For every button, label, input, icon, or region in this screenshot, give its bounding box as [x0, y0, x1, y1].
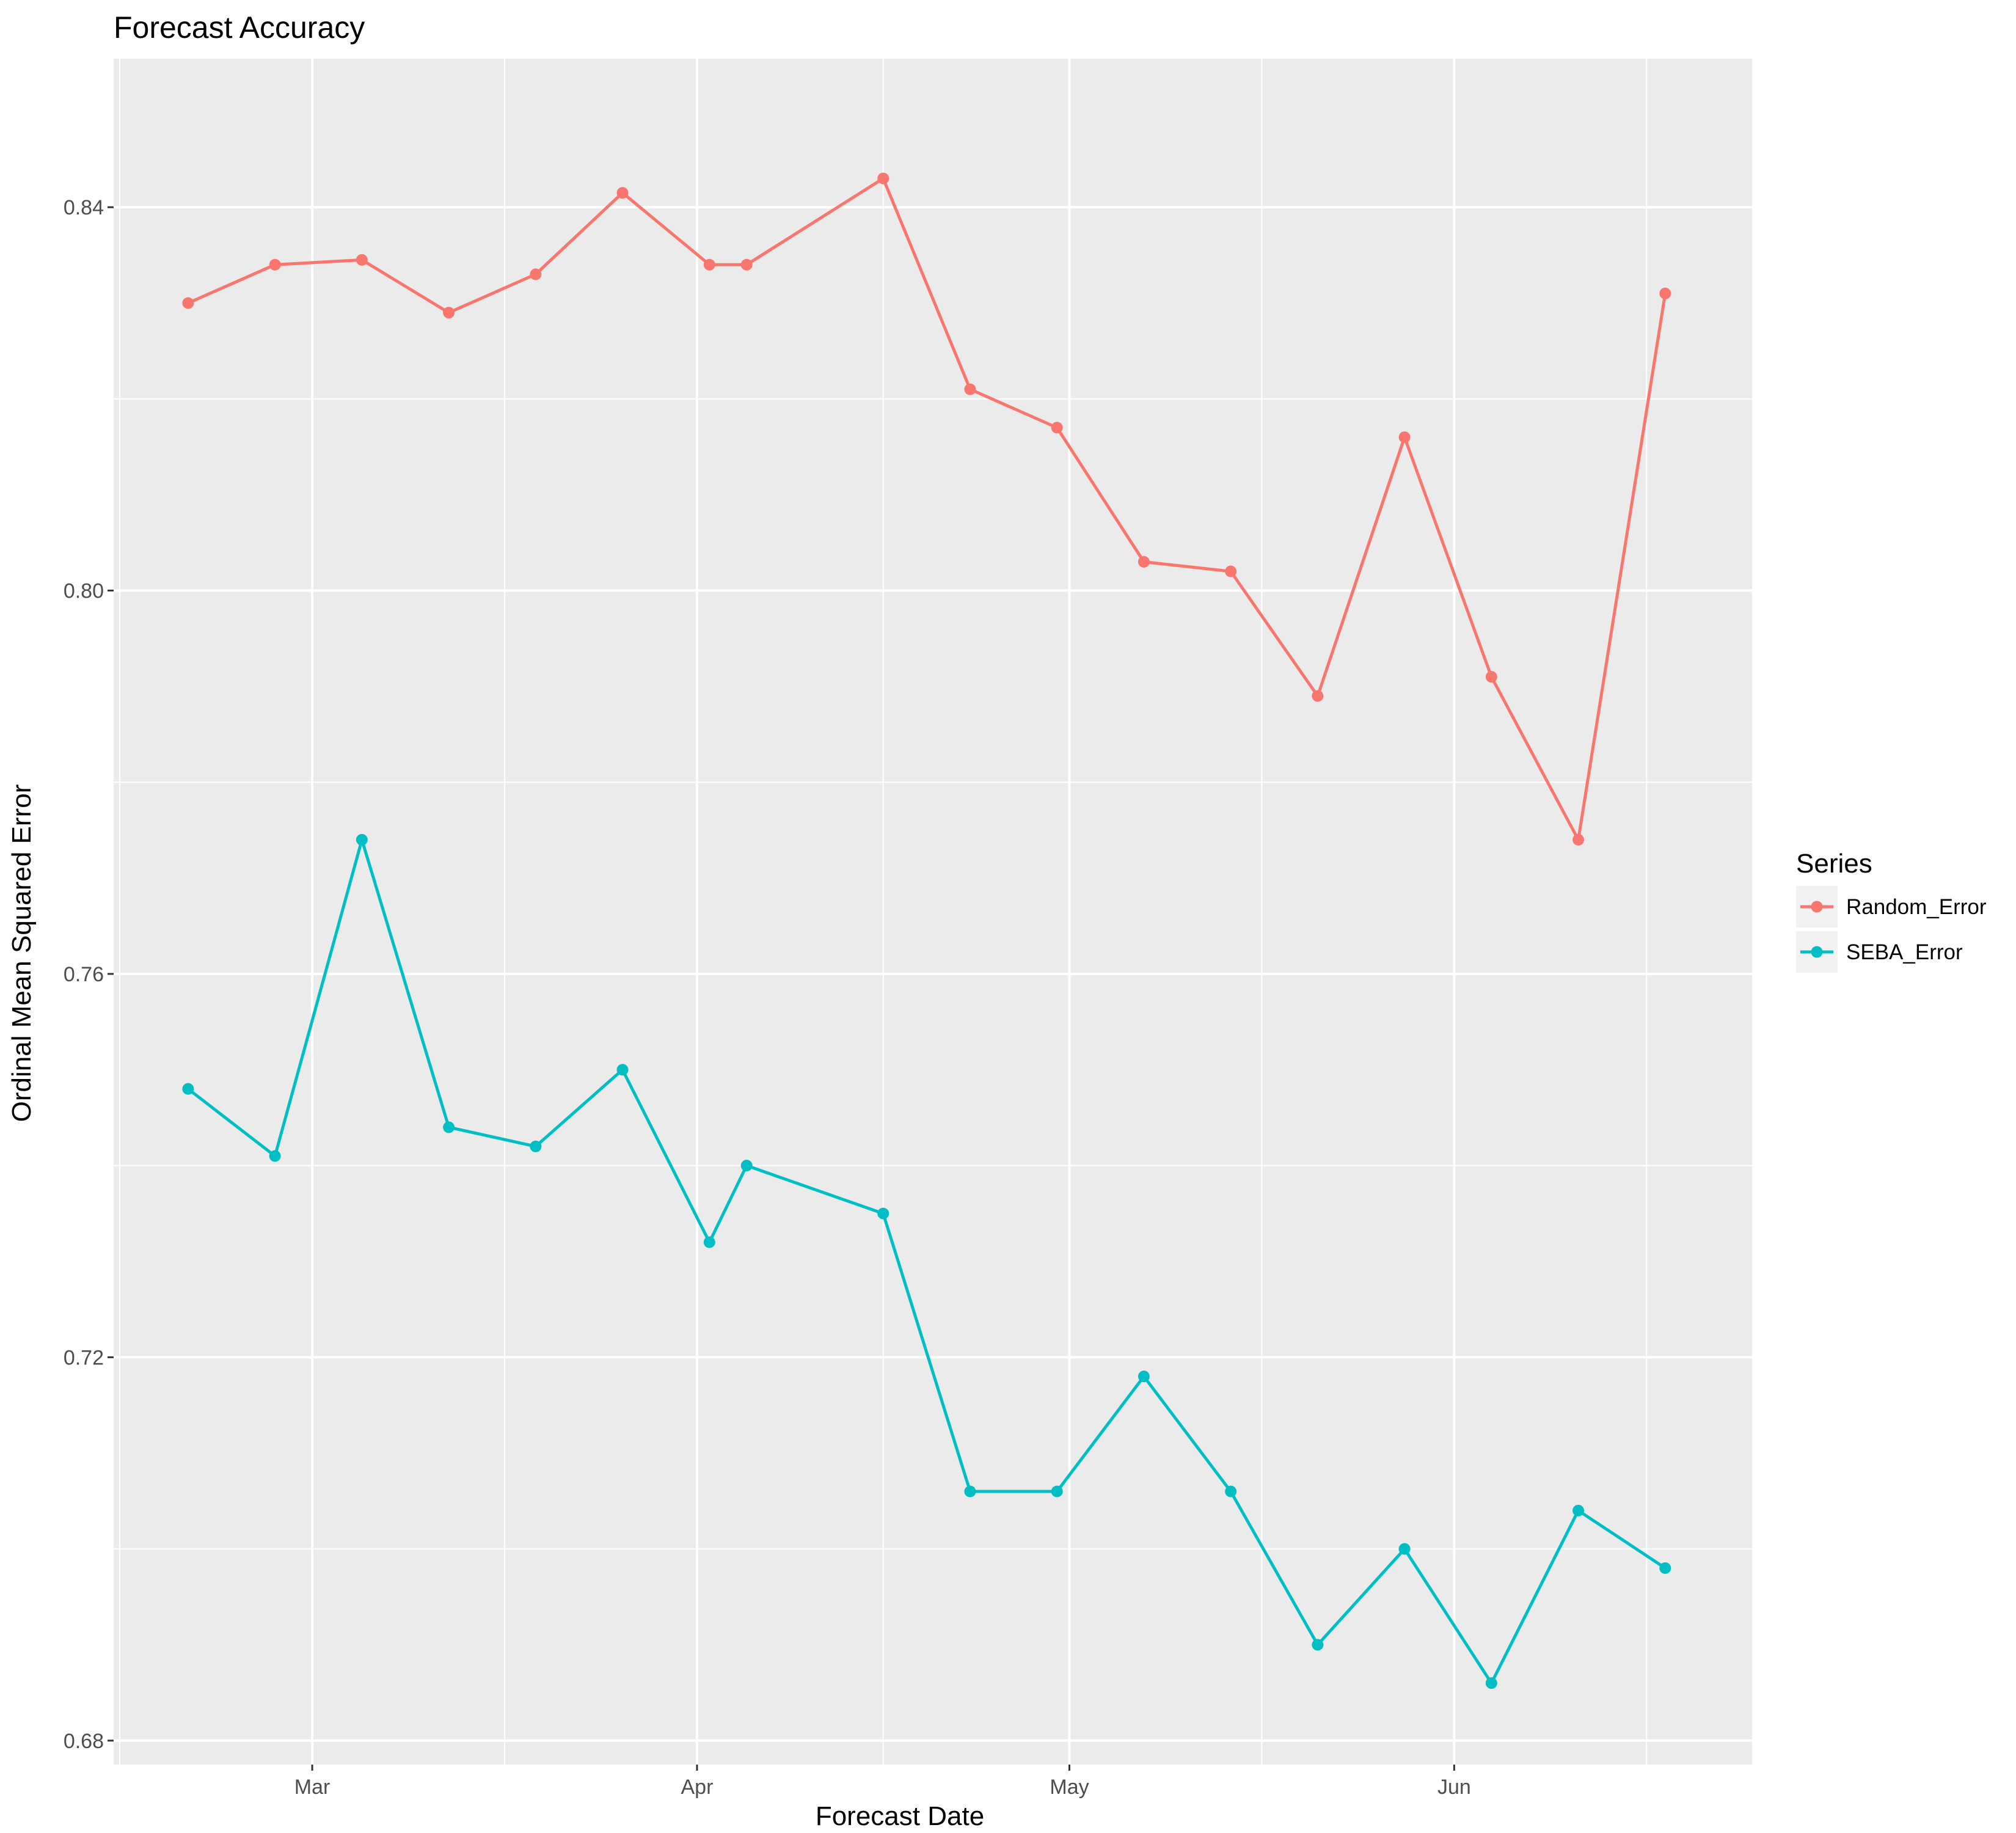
- grid-major-x: [311, 59, 1456, 1765]
- x-tick-label: Mar: [294, 1776, 331, 1799]
- legend-title: Series: [1796, 849, 1872, 879]
- y-tick-label: 0.76: [64, 963, 104, 986]
- legend-key-point: [1811, 901, 1823, 913]
- x-tick-label: Jun: [1437, 1776, 1471, 1799]
- y-tick-label: 0.80: [64, 580, 104, 603]
- data-point-seba-error: [1051, 1485, 1063, 1498]
- data-point-seba-error: [964, 1485, 976, 1498]
- legend-key-point: [1811, 946, 1823, 958]
- grid-minor-x: [119, 59, 1648, 1765]
- y-axis: 0.68 0.72 0.76 0.80 0.84: [64, 196, 114, 1753]
- data-point-random-error: [1051, 422, 1063, 434]
- data-point-random-error: [1138, 555, 1150, 568]
- data-point-random-error: [1225, 565, 1237, 577]
- data-point-seba-error: [1572, 1504, 1585, 1517]
- y-tick-label: 0.68: [64, 1730, 104, 1753]
- data-point-random-error: [356, 254, 368, 266]
- data-point-seba-error: [356, 833, 368, 846]
- legend-items: Random_Error SEBA_Error: [1796, 886, 1987, 973]
- data-point-seba-error: [1138, 1370, 1150, 1383]
- data-point-random-error: [740, 258, 753, 271]
- legend-label: SEBA_Error: [1846, 940, 1963, 964]
- data-point-random-error: [703, 258, 715, 271]
- legend-label: Random_Error: [1846, 895, 1987, 919]
- grid-major-y: [114, 206, 1752, 1742]
- data-point-seba-error: [703, 1236, 715, 1248]
- plot-panel: [114, 59, 1752, 1765]
- data-point-seba-error: [1225, 1485, 1237, 1498]
- data-point-random-error: [1485, 671, 1497, 683]
- x-tick-label: May: [1050, 1776, 1089, 1799]
- series-line-random-error: [187, 177, 1667, 841]
- legend: Series Random_Error SEBA_Error: [1790, 843, 2016, 978]
- data-point-seba-error: [269, 1150, 281, 1162]
- data-point-seba-error: [443, 1121, 455, 1133]
- data-point-seba-error: [1312, 1639, 1324, 1651]
- data-point-seba-error: [877, 1207, 889, 1220]
- data-point-random-error: [1572, 833, 1585, 846]
- data-point-seba-error: [1659, 1562, 1671, 1574]
- data-point-seba-error: [530, 1140, 542, 1152]
- data-point-seba-error: [616, 1064, 629, 1076]
- series-line-seba-error: [187, 838, 1667, 1685]
- series-points: [182, 172, 1671, 1689]
- data-point-random-error: [616, 187, 629, 199]
- y-tick-label: 0.84: [64, 196, 104, 219]
- series-lines: [187, 177, 1667, 1685]
- data-point-random-error: [1398, 431, 1411, 444]
- x-tick-label: Apr: [681, 1776, 713, 1799]
- data-point-seba-error: [1398, 1543, 1411, 1555]
- data-point-random-error: [530, 268, 542, 280]
- data-point-random-error: [1312, 690, 1324, 702]
- data-point-random-error: [269, 258, 281, 271]
- data-point-random-error: [1659, 287, 1671, 299]
- data-point-random-error: [182, 297, 194, 309]
- x-axis: Mar Apr May Jun: [294, 1765, 1471, 1799]
- data-point-seba-error: [1485, 1677, 1497, 1689]
- y-tick-label: 0.72: [64, 1346, 104, 1369]
- data-point-seba-error: [182, 1083, 194, 1095]
- data-point-seba-error: [740, 1160, 753, 1172]
- chart-title: Forecast Accuracy: [114, 10, 365, 45]
- y-axis-title: Ordinal Mean Squared Error: [7, 785, 37, 1122]
- data-point-random-error: [443, 307, 455, 319]
- x-axis-title: Forecast Date: [816, 1801, 984, 1831]
- grid-minor-y: [114, 398, 1752, 1550]
- data-point-random-error: [964, 383, 976, 395]
- data-point-random-error: [877, 172, 889, 185]
